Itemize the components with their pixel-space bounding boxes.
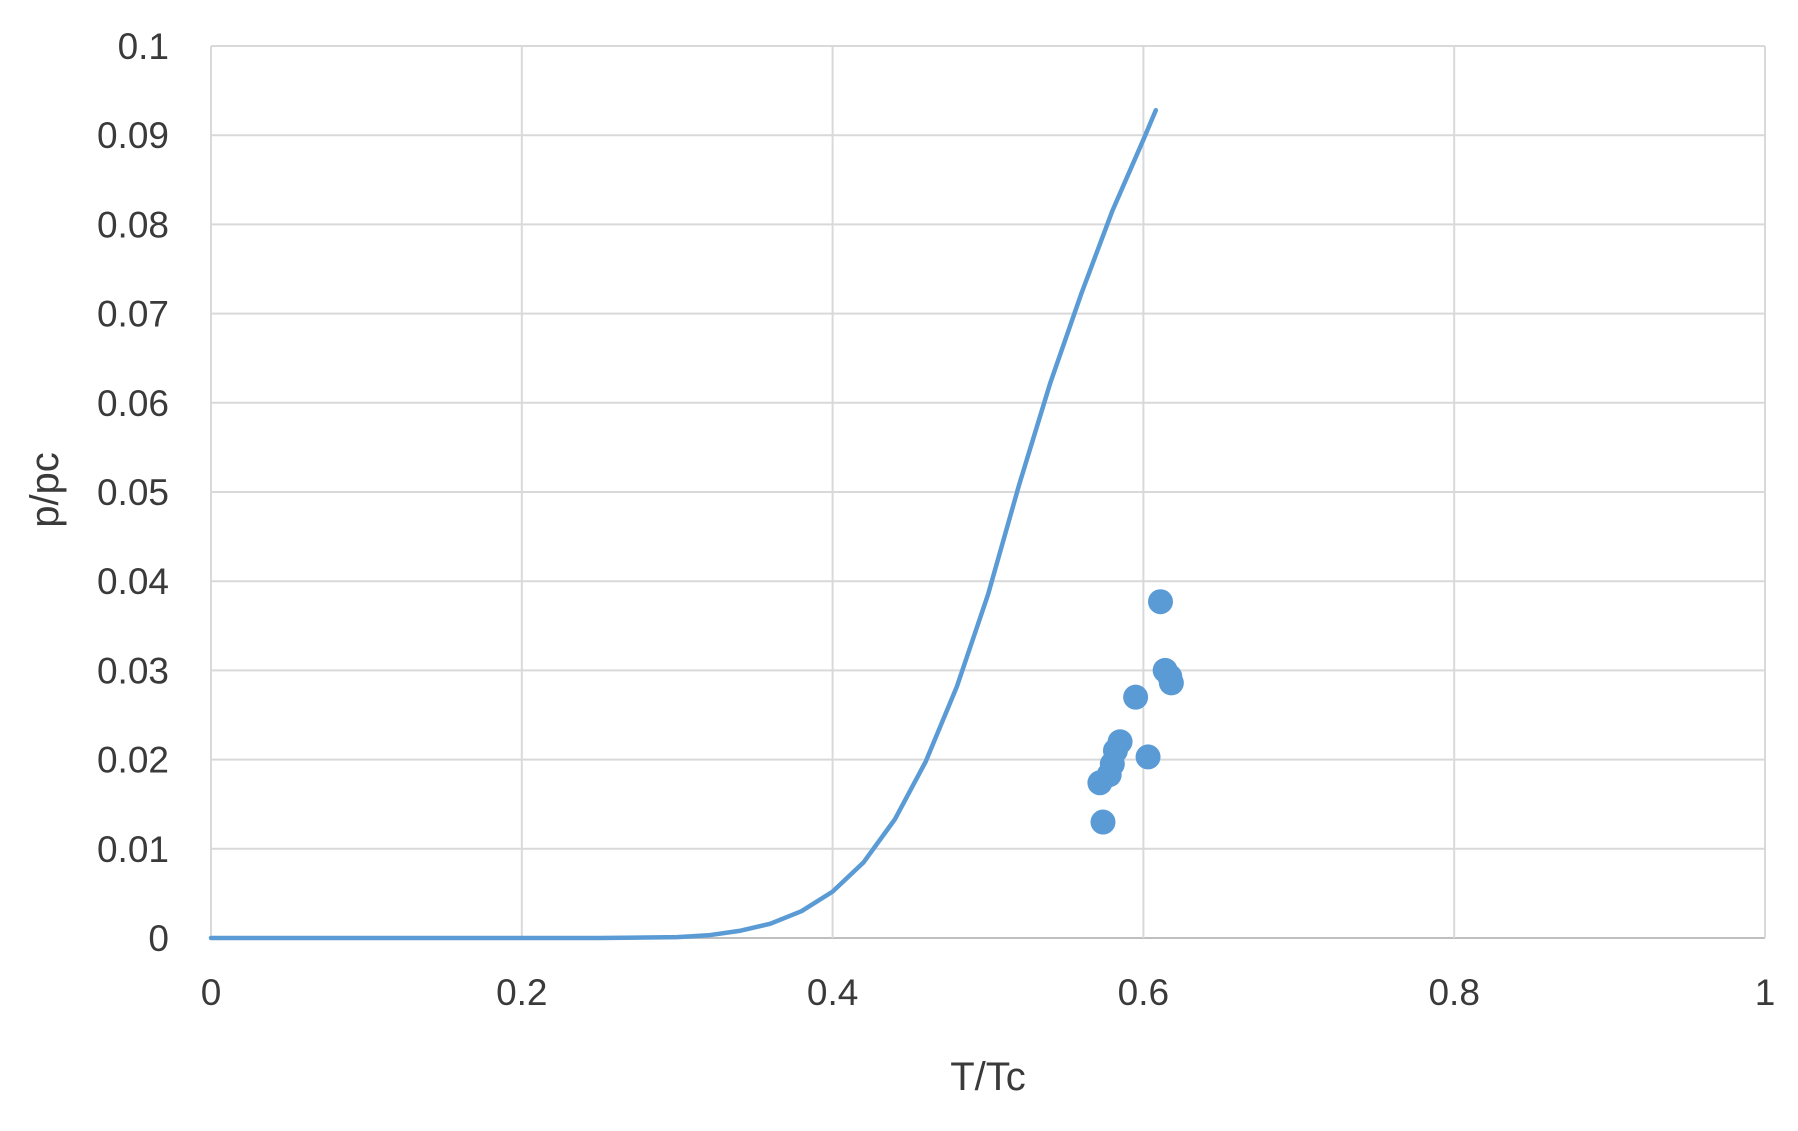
data-point: [1158, 670, 1184, 696]
data-point: [1123, 684, 1149, 710]
x-tick-label: 0.8: [1428, 972, 1479, 1013]
y-tick-label: 0.05: [97, 472, 169, 513]
y-tick-label: 0: [148, 918, 169, 959]
x-tick-label: 0: [201, 972, 222, 1013]
y-tick-label: 0.08: [97, 204, 169, 245]
data-point: [1107, 729, 1133, 755]
data-point: [1090, 809, 1116, 835]
data-point: [1147, 589, 1173, 615]
y-tick-label: 0.1: [118, 26, 169, 67]
series-line: [208, 107, 1159, 941]
y-tick-label: 0.06: [97, 383, 169, 424]
x-tick-label: 0.4: [807, 972, 858, 1013]
x-tick-label: 0.2: [496, 972, 547, 1013]
x-tick-label: 1: [1755, 972, 1776, 1013]
y-tick-label: 0.03: [97, 650, 169, 691]
data-point: [1135, 744, 1161, 770]
grid: [210, 45, 1766, 939]
y-tick-label: 0.07: [97, 294, 169, 335]
y-tick-label: 0.09: [97, 115, 169, 156]
x-tick-labels: 0 0.2 0.4 0.6 0.8 1: [201, 972, 1776, 1013]
y-tick-label: 0.01: [97, 829, 169, 870]
y-tick-labels: 0 0.01 0.02 0.03 0.04 0.05 0.06 0.07 0.08 0.09 0.1: [97, 26, 169, 959]
series: [208, 107, 1184, 941]
x-tick-label: 0.6: [1118, 972, 1169, 1013]
y-axis-title: p/pc: [23, 452, 67, 528]
y-tick-label: 0.04: [97, 561, 169, 602]
y-tick-label: 0.02: [97, 740, 169, 781]
x-axis-title: T/Tc: [950, 1055, 1026, 1099]
